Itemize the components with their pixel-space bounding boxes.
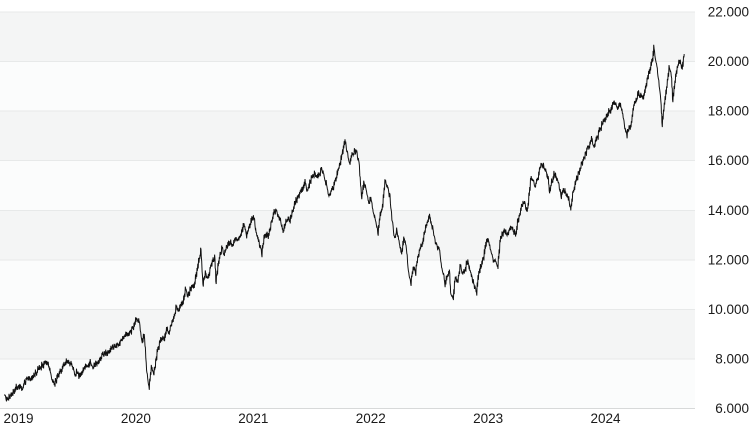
background-band — [0, 12, 695, 62]
y-axis-tick-label: 12.000 — [708, 252, 749, 267]
y-axis-tick-label: 6.000 — [715, 401, 749, 416]
x-axis-tick-label: 2021 — [238, 411, 268, 426]
background-band — [0, 61, 695, 112]
x-axis-tick-label: 2023 — [473, 411, 503, 426]
x-axis-tick-label: 2020 — [121, 411, 151, 426]
background-band — [0, 309, 695, 359]
x-axis-tick-label: 2022 — [356, 411, 386, 426]
y-axis-tick-label: 18.000 — [708, 104, 749, 119]
y-axis-tick-label: 20.000 — [708, 54, 749, 69]
price-series-line — [4, 44, 685, 402]
price-line-path — [4, 44, 685, 402]
chart-background-bands — [0, 12, 695, 409]
chart-gridlines — [0, 11, 695, 409]
background-band — [0, 358, 695, 409]
x-axis-tick-label: 2019 — [4, 411, 34, 426]
y-axis-tick-label: 8.000 — [715, 351, 749, 366]
background-band — [0, 210, 695, 260]
y-axis-tick-label: 22.000 — [708, 5, 749, 20]
y-axis-tick-label: 14.000 — [708, 203, 749, 218]
x-axis-labels: 2019 2020 2021 2022 2023 2024 — [4, 411, 622, 426]
x-axis-tick-label: 2024 — [591, 411, 622, 426]
y-axis-tick-label: 10.000 — [708, 302, 749, 317]
background-band — [0, 259, 695, 310]
y-axis-labels: 22.000 20.000 18.000 16.000 14.000 12.000 10.0… — [708, 5, 749, 417]
y-axis-tick-label: 16.000 — [708, 153, 749, 168]
background-band — [0, 160, 695, 211]
